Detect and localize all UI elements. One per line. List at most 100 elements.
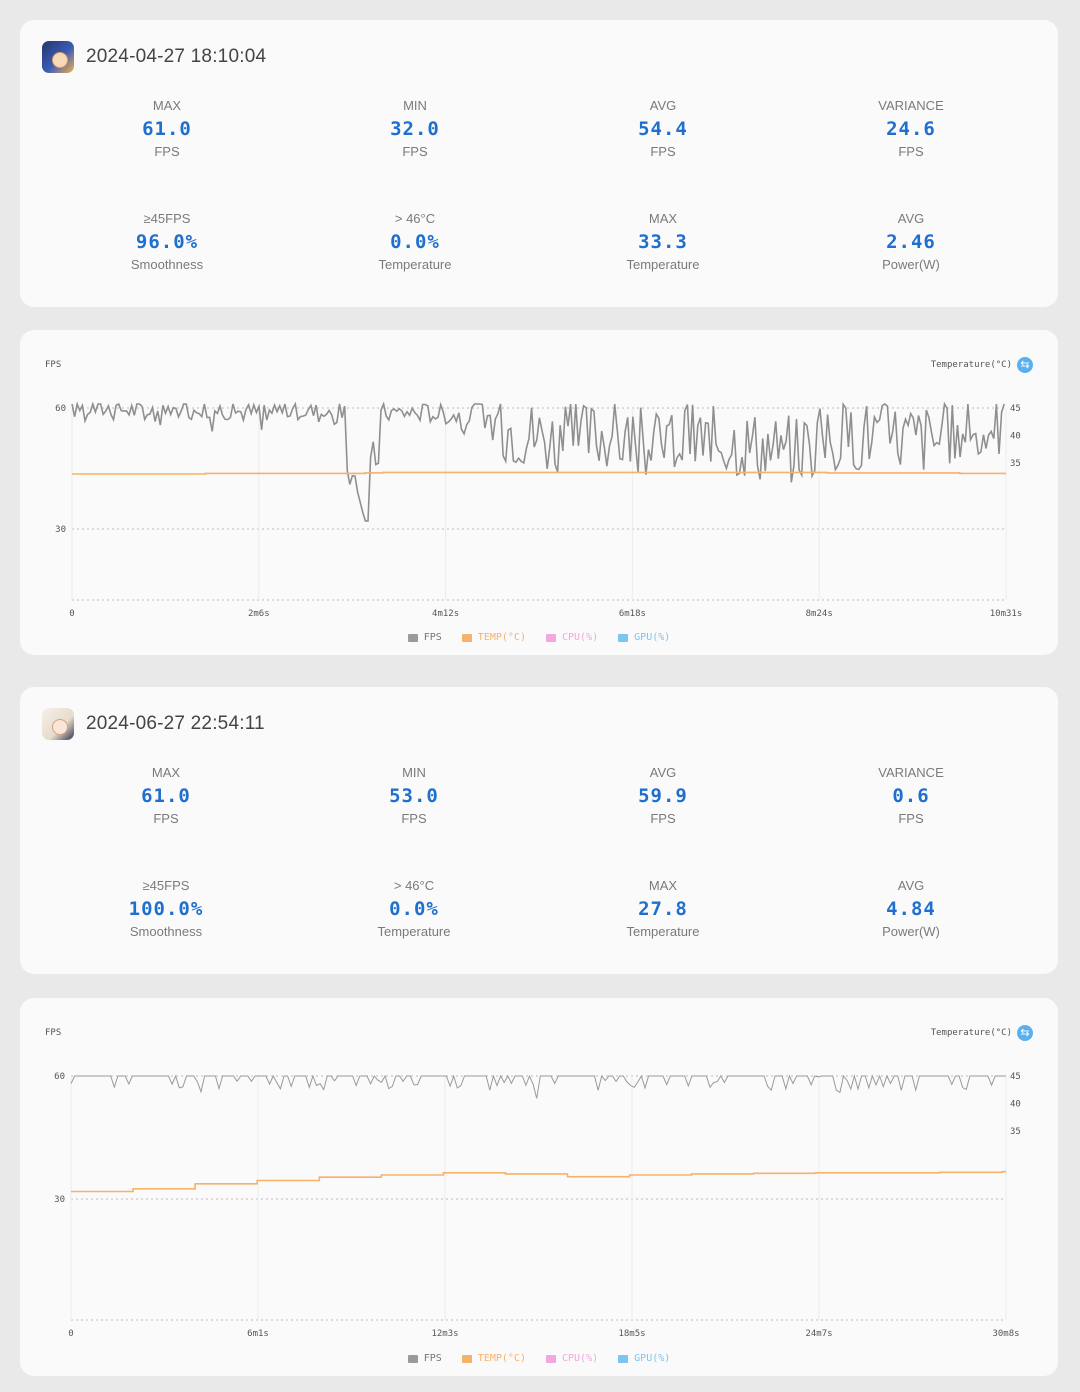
stat-label: > 46°C: [393, 878, 435, 893]
x-tick-label: 6m1s: [247, 1329, 269, 1339]
fps-temp-chart-card: FPS Temperature(°C) ⇆ 0 2m6s 4m12s 6m18s 8m2…: [20, 330, 1058, 655]
legend-item-fps[interactable]: FPS: [407, 1353, 442, 1364]
y2-tick-label: 35: [1010, 459, 1021, 469]
stat-unit: Smoothness: [130, 257, 204, 272]
stat-unit: Power(W): [882, 257, 940, 272]
fps-series-line: [71, 401, 1005, 522]
stat-label: MAX: [648, 211, 678, 226]
legend-item-cpu[interactable]: CPU(%): [546, 632, 598, 643]
app-icon: [42, 41, 74, 73]
session-datetime: 2024-04-27 18:10:04: [86, 46, 267, 67]
stat-unit: FPS: [898, 144, 924, 159]
x-tick-label: 0: [68, 1329, 73, 1339]
x-tick-label: 4m12s: [432, 609, 459, 619]
session-datetime: 2024-06-27 22:54:11: [86, 713, 265, 734]
chart-plot: 0 6m1s 12m3s 18m5s 24m7s 30m8s 60 30 45 40 35: [54, 1072, 1021, 1339]
stat-label: MIN: [402, 765, 426, 780]
stat-avg-fps: AVG 54.4 FPS: [563, 98, 763, 160]
stat-unit: FPS: [650, 811, 676, 826]
stat-label: VARIANCE: [878, 98, 944, 113]
stat-max-temp: MAX 33.3 Temperature: [563, 211, 763, 273]
legend-item-fps[interactable]: FPS: [407, 632, 442, 643]
stat-unit: Smoothness: [129, 924, 203, 939]
temperature-axis-title: Temperature(°C): [930, 360, 1012, 370]
stat-label: > 46°C: [394, 211, 436, 226]
stat-smoothness: ≥45FPS 100.0% Smoothness: [66, 878, 266, 940]
stat-label: MIN: [403, 98, 427, 113]
swap-axis-icon[interactable]: ⇆: [1017, 1025, 1033, 1041]
stat-label: MAX: [648, 878, 678, 893]
stat-value: 61.0: [141, 785, 191, 807]
stat-value: 0.0%: [389, 898, 439, 920]
legend-item-gpu[interactable]: GPU(%): [618, 1353, 670, 1364]
stat-unit: FPS: [153, 811, 179, 826]
chart-plot: 0 2m6s 4m12s 6m18s 8m24s 10m31s 60 30 45 40 35: [55, 401, 1023, 619]
stat-max-fps: MAX 61.0 FPS: [67, 98, 267, 160]
stat-value: 24.6: [886, 118, 936, 140]
app-icon: [42, 708, 74, 740]
stat-value: 54.4: [638, 118, 688, 140]
stat-min-fps: MIN 53.0 FPS: [314, 765, 514, 827]
stat-unit: FPS: [154, 144, 180, 159]
stat-unit: Temperature: [378, 257, 452, 272]
temperature-axis-title: Temperature(°C): [930, 1028, 1012, 1038]
stat-label: MAX: [152, 98, 182, 113]
stat-value: 33.3: [638, 231, 688, 253]
x-tick-label: 0: [69, 609, 74, 619]
stat-value: 100.0%: [128, 898, 204, 920]
stat-unit: Temperature: [377, 924, 451, 939]
stat-label: AVG: [897, 878, 925, 893]
fps-series-line: [70, 1074, 1006, 1099]
chart-legend: FPS TEMP(°C) CPU(%) GPU(%): [20, 632, 1058, 645]
session-summary-card: 2024-06-27 22:54:11 MAX 61.0 FPS MIN 53.0 FP…: [20, 687, 1058, 974]
temperature-series-line: [71, 1170, 1006, 1193]
y2-tick-label: 40: [1010, 1100, 1021, 1110]
stat-over-temp: > 46°C 0.0% Temperature: [315, 211, 515, 273]
stat-label: ≥45FPS: [143, 211, 191, 226]
stat-unit: FPS: [402, 144, 428, 159]
legend-item-gpu[interactable]: GPU(%): [618, 632, 670, 643]
y-tick-label: 30: [54, 1195, 65, 1205]
legend-item-cpu[interactable]: CPU(%): [546, 1353, 598, 1364]
fps-temp-chart-card: FPS Temperature(°C) ⇆ 0 6m1s 12m3s 18m5s 24m…: [20, 998, 1058, 1376]
stat-value: 0.0%: [390, 231, 440, 253]
stat-value: 96.0%: [135, 231, 199, 253]
legend-item-temp[interactable]: TEMP(°C): [461, 632, 526, 643]
stat-label: ≥45FPS: [142, 878, 190, 893]
stat-label: AVG: [649, 765, 677, 780]
legend-item-temp[interactable]: TEMP(°C): [461, 1353, 526, 1364]
x-tick-label: 10m31s: [990, 609, 1023, 619]
y2-tick-label: 35: [1010, 1127, 1021, 1137]
x-tick-label: 30m8s: [992, 1329, 1019, 1339]
chart-legend: FPS TEMP(°C) CPU(%) GPU(%): [20, 1353, 1058, 1366]
stat-label: VARIANCE: [878, 765, 944, 780]
stat-value: 27.8: [638, 898, 688, 920]
stat-avg-power: AVG 2.46 Power(W): [811, 211, 1011, 273]
y2-tick-label: 45: [1010, 404, 1021, 414]
stat-value: 59.9: [638, 785, 688, 807]
stat-variance-fps: VARIANCE 0.6 FPS: [811, 765, 1011, 827]
y-tick-label: 60: [55, 404, 66, 414]
stat-unit: FPS: [401, 811, 427, 826]
swap-axis-icon[interactable]: ⇆: [1017, 357, 1033, 373]
x-tick-label: 18m5s: [618, 1329, 645, 1339]
stat-unit: Power(W): [882, 924, 940, 939]
session-header: 2024-04-27 18:10:04: [42, 40, 266, 74]
fps-axis-title: FPS: [45, 1028, 62, 1038]
temperature-series-line: [72, 471, 1006, 475]
stat-value: 0.6: [892, 785, 930, 807]
stat-variance-fps: VARIANCE 24.6 FPS: [811, 98, 1011, 160]
stat-label: AVG: [649, 98, 677, 113]
x-tick-label: 12m3s: [431, 1329, 458, 1339]
stat-value: 2.46: [886, 231, 936, 253]
stat-max-temp: MAX 27.8 Temperature: [563, 878, 763, 940]
stat-unit: Temperature: [626, 257, 700, 272]
y-tick-label: 60: [54, 1072, 65, 1082]
stat-value: 4.84: [886, 898, 936, 920]
stat-unit: FPS: [898, 811, 924, 826]
stat-over-temp: > 46°C 0.0% Temperature: [314, 878, 514, 940]
stat-avg-fps: AVG 59.9 FPS: [563, 765, 763, 827]
y-tick-label: 30: [55, 525, 66, 535]
stat-label: AVG: [897, 211, 925, 226]
stat-unit: FPS: [650, 144, 676, 159]
